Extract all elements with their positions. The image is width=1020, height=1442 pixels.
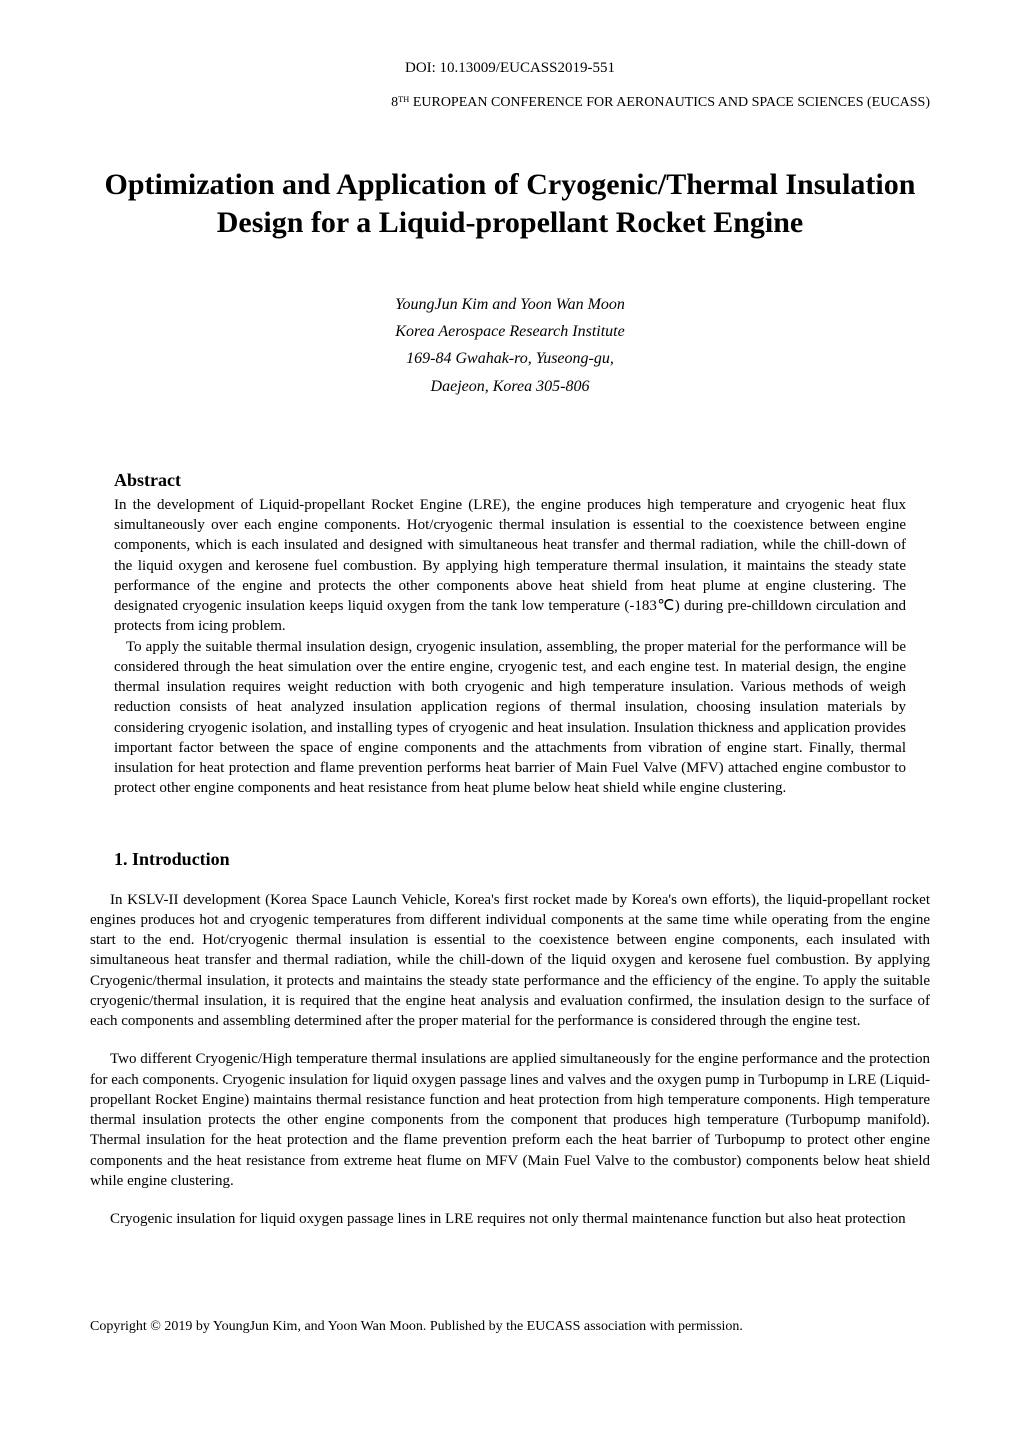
copyright-footer: Copyright © 2019 by YoungJun Kim, and Yo… — [90, 1319, 930, 1335]
abstract-para-2: To apply the suitable thermal insulation… — [114, 637, 906, 799]
author-affiliation: Korea Aerospace Research Institute — [90, 318, 930, 345]
abstract-para-1: In the development of Liquid-propellant … — [114, 495, 906, 637]
intro-para-1: In KSLV-II development (Korea Space Laun… — [90, 890, 930, 1032]
paper-title: Optimization and Application of Cryogeni… — [90, 166, 930, 241]
author-address-1: 169-84 Gwahak-ro, Yuseong-gu, — [90, 345, 930, 372]
intro-para-2: Two different Cryogenic/High temperature… — [90, 1049, 930, 1191]
intro-para-3: Cryogenic insulation for liquid oxygen p… — [90, 1209, 930, 1229]
abstract-heading: Abstract — [114, 470, 930, 491]
abstract-body: In the development of Liquid-propellant … — [114, 495, 906, 799]
author-address-2: Daejeon, Korea 305-806 — [90, 373, 930, 400]
section-1-heading: 1. Introduction — [114, 849, 930, 870]
doi-line: DOI: 10.13009/EUCASS2019-551 — [90, 60, 930, 77]
author-names: YoungJun Kim and Yoon Wan Moon — [90, 291, 930, 318]
authors-block: YoungJun Kim and Yoon Wan Moon Korea Aer… — [90, 291, 930, 400]
conference-header: 8ᵀᴴ EUROPEAN CONFERENCE FOR AERONAUTICS … — [90, 95, 930, 111]
